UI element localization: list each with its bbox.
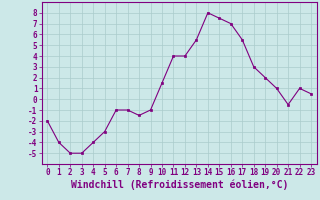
X-axis label: Windchill (Refroidissement éolien,°C): Windchill (Refroidissement éolien,°C) — [70, 180, 288, 190]
